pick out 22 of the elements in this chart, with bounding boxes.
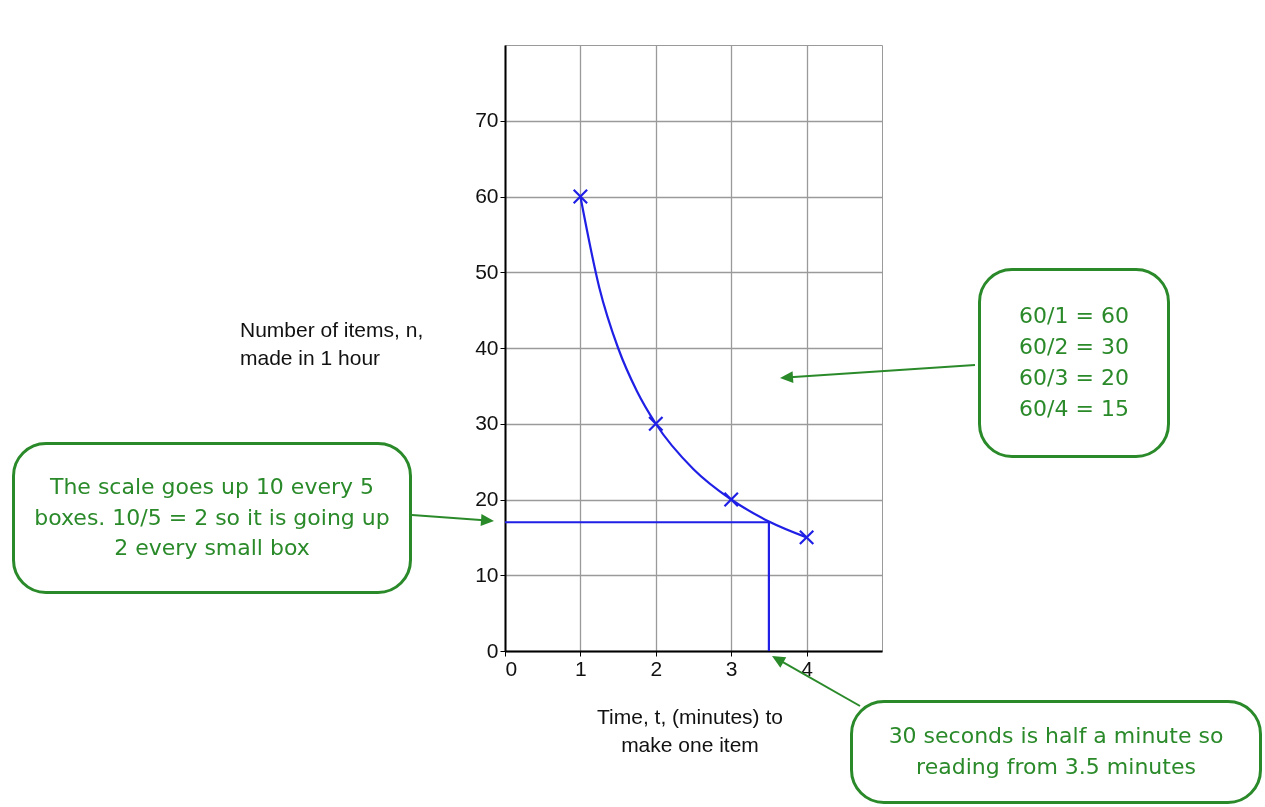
text: 60/1 = 60 60/2 = 30 60/3 = 20 60/4 = 15 [978, 268, 1170, 458]
y-tick-label: 70 [475, 108, 499, 132]
x-tick-label: 1 [575, 656, 587, 680]
y-tick-label: 60 [475, 184, 499, 207]
point [572, 188, 589, 205]
point [647, 415, 664, 432]
y-tick-label: 10 [475, 562, 499, 586]
y-tick-label: 40 [475, 335, 499, 359]
text: The scale goes up 10 every 5 boxes. 10/5 = 2 so it is going up 2 every small box [12, 442, 412, 594]
text: 30 seconds is half a minute so reading from 3.5 minutes [850, 700, 1262, 804]
y-tick-label: 0 [486, 638, 499, 662]
x-tick-label: 4 [801, 656, 814, 680]
y-tick-label: 30 [475, 411, 499, 435]
y-axis-title: Number of items, n, made in 1 hour [240, 317, 425, 372]
y-tick-label: 20 [475, 487, 499, 510]
y-tick-label: 50 [475, 259, 499, 283]
x-tick-label: 2 [650, 656, 663, 680]
x-axis-title: Time, t, (minutes) to make one item [596, 704, 784, 759]
x-tick-label: 3 [725, 656, 738, 680]
point [723, 491, 740, 508]
x-tick-label: 0 [505, 656, 518, 680]
point [798, 529, 815, 546]
